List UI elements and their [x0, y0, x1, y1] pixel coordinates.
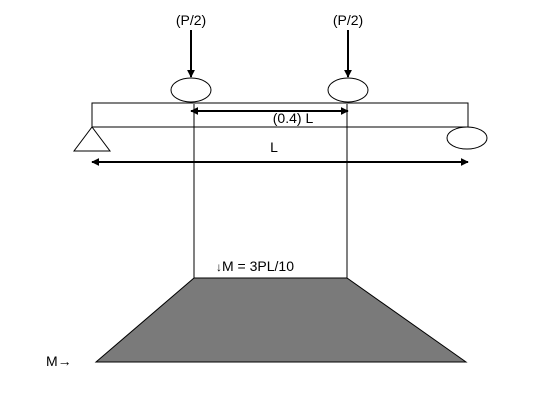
load-roller-left	[170, 77, 212, 103]
roller-support	[446, 126, 488, 150]
load-roller-right	[327, 77, 369, 103]
pin-support	[73, 126, 111, 152]
span-dimension-label: L	[270, 139, 278, 155]
load-label-left: (P/2)	[176, 12, 206, 28]
spacing-dimension-label: (0.4) L	[273, 110, 314, 126]
moment-axis-label: M→	[46, 353, 72, 369]
load-label-right: (P/2)	[333, 12, 363, 28]
peak-moment-label: M = 3PL/10	[222, 258, 294, 274]
peak-marker: ↓	[216, 260, 222, 274]
moment-diagram	[94, 277, 468, 363]
